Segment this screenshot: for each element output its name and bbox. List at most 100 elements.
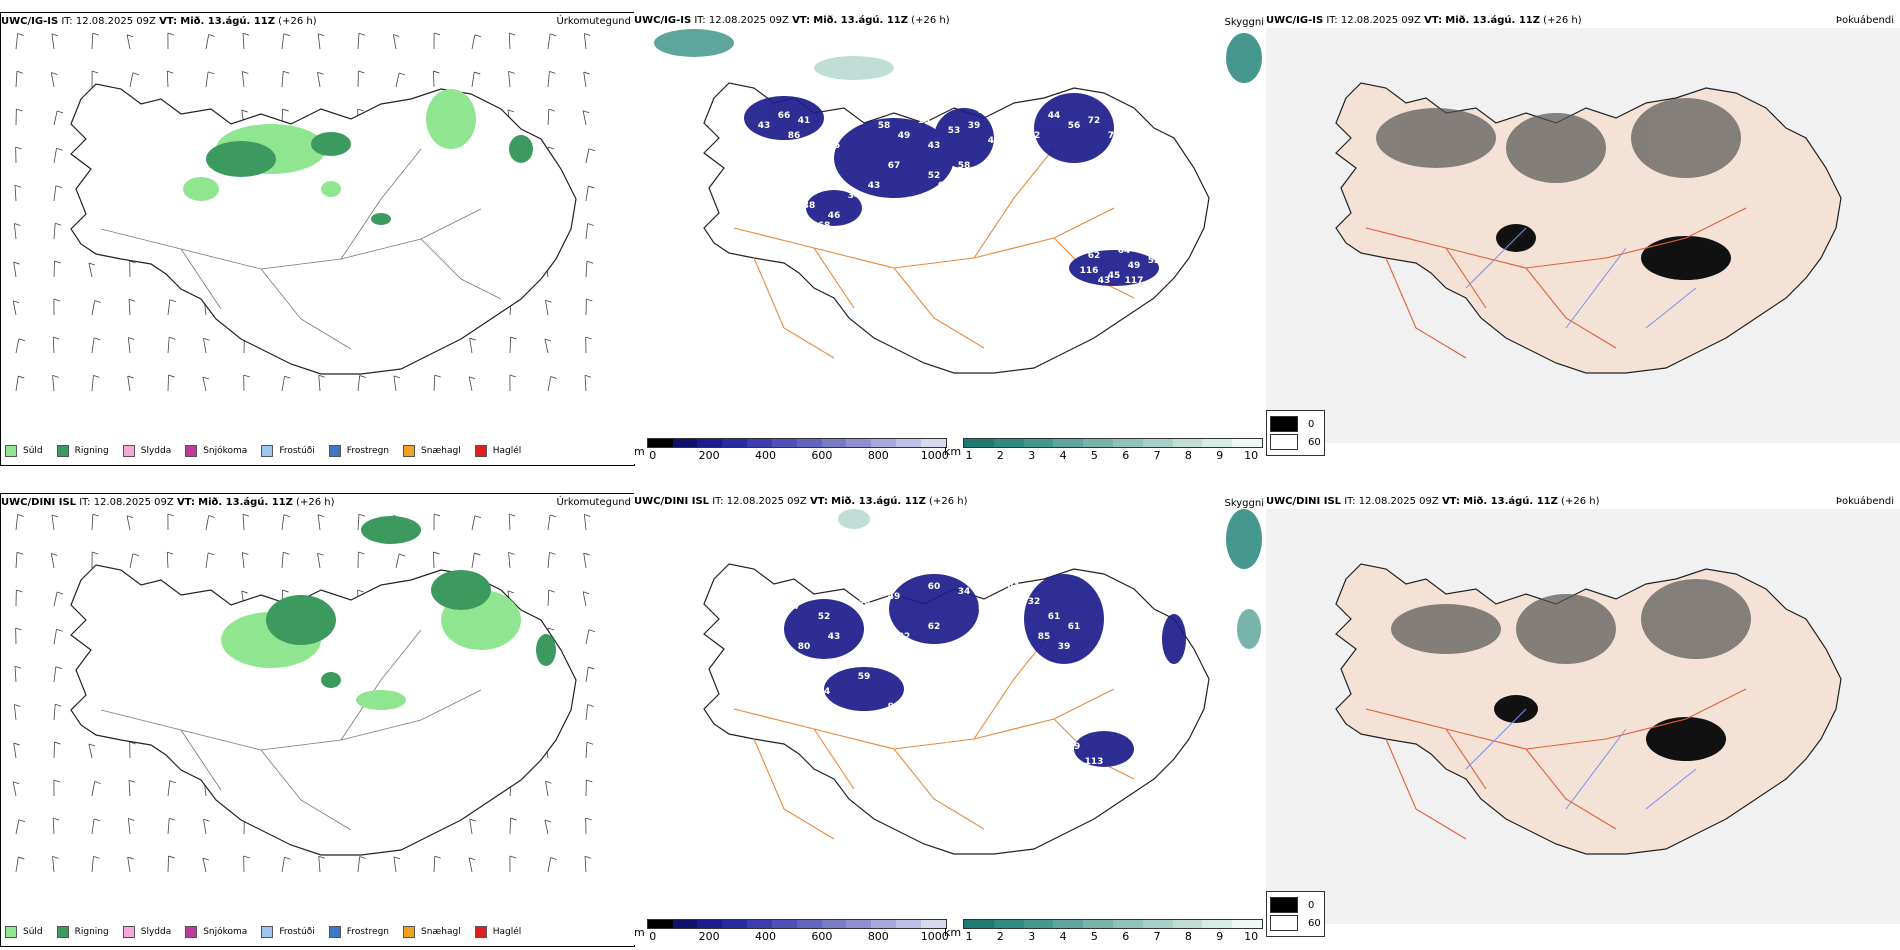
wind-barb (357, 375, 361, 392)
wind-barb-flag (398, 553, 406, 557)
legend-swatch (185, 445, 198, 457)
wind-barb (433, 552, 435, 569)
wind-barb (509, 818, 511, 835)
wind-barb (167, 856, 169, 873)
colorbar-segment (697, 920, 723, 928)
fog-map (1266, 509, 1900, 924)
cloud-base-label: 15 (748, 141, 761, 151)
wind-barb-flag (284, 375, 291, 379)
wind-barb-flag (317, 552, 324, 556)
wind-barb (52, 375, 55, 392)
wind-barb-flag (548, 108, 555, 112)
colorbar-segment (1113, 920, 1143, 928)
wind-barb (53, 666, 57, 683)
legend-item: Súld (5, 926, 43, 938)
fog-swatch (1270, 434, 1298, 450)
wind-barb (317, 553, 321, 569)
wind-barb (392, 34, 397, 50)
wind-barb-flag (582, 110, 590, 114)
wind-barb-flag (549, 552, 556, 555)
wind-barb (318, 856, 321, 873)
cloud-base-label: 43 (928, 141, 941, 151)
colorbar-tick: 200 (698, 930, 720, 943)
wind-barb-flag (393, 856, 401, 860)
wind-barb (241, 552, 245, 569)
cloud-base-label: 66 (778, 111, 791, 121)
colorbar-tick: 9 (1216, 930, 1224, 943)
wind-barb (281, 376, 285, 392)
panel-header: UWC/IG-IS IT: 12.08.2025 09Z VT: Mið. 13… (634, 15, 950, 26)
cloud-base-label: 52 (928, 171, 941, 181)
wind-barb (167, 818, 170, 835)
wind-barb (508, 552, 511, 569)
wind-barb-flag (241, 590, 248, 594)
wind-barb (91, 781, 96, 797)
fog-legend: 0 60 (1266, 891, 1325, 937)
wind-barb (509, 337, 511, 354)
colorbar-tick: 800 (867, 449, 889, 462)
cloud-base-label: 64 (1118, 246, 1131, 256)
wind-barb-flag (318, 33, 325, 37)
rain-areas (266, 516, 556, 688)
fog-haze (814, 56, 894, 80)
wind-barb (585, 223, 589, 240)
roads (733, 147, 1135, 359)
wind-barb-flag (282, 108, 289, 112)
wind-barb (14, 666, 17, 683)
wind-barb-flag (284, 856, 291, 860)
wind-barb (166, 71, 169, 88)
wind-barb (167, 375, 169, 392)
rivers (1465, 708, 1697, 810)
precip-legend: Súld Rigning Slydda Snjókoma Frostúði Fr… (5, 445, 535, 457)
panel-header: UWC/DINI ISL IT: 12.08.2025 09Z VT: Mið.… (634, 496, 968, 507)
colorbar-segment (1023, 439, 1054, 447)
panel-header: UWC/IG-IS IT: 12.08.2025 09Z VT: Mið. 13… (1266, 15, 1582, 26)
wind-barb (52, 337, 55, 354)
wind-barb-flag (434, 855, 441, 859)
cloud-base-label: 54 (978, 602, 991, 612)
colorbar-segment (747, 920, 772, 928)
wind-barb-flag (318, 374, 325, 378)
visibility-panel-row1: UWC/IG-IS IT: 12.08.2025 09Z VT: Mið. 13… (634, 12, 1266, 464)
legend-swatch (122, 926, 135, 938)
wind-barb-flag (203, 337, 210, 341)
wind-barb (205, 34, 210, 50)
wind-barb-flag (51, 33, 59, 37)
cloud-base-label: 47 (1028, 151, 1041, 161)
wind-barb-flag (208, 515, 215, 518)
colorbar-tick: 10 (1244, 930, 1259, 943)
colorbar-segment (1232, 920, 1263, 928)
wind-barb-flag (317, 71, 324, 75)
colorbar-unit: m (634, 926, 645, 939)
wind-barb-flag (54, 260, 61, 264)
wind-barb-flag (56, 628, 63, 632)
wind-barb-flag (468, 857, 476, 861)
colorbar-segment (920, 920, 946, 928)
colorbar-segment (796, 920, 822, 928)
wind-barb-flag (12, 781, 20, 785)
legend-swatch (403, 926, 416, 938)
wind-barb (547, 514, 551, 531)
colorbar-tick: 7 (1153, 449, 1161, 462)
wind-barb (547, 376, 552, 392)
colorbar-tick: 3 (1028, 449, 1036, 462)
visibility-colorbar: km 1 2 3 4 5 6 7 8 9 10 (944, 919, 1264, 943)
wind-barb-flag (433, 551, 440, 555)
fog-shading (1391, 579, 1751, 664)
cloud-base-label: 109 (1025, 732, 1044, 742)
colorbar-segment (1202, 920, 1233, 928)
wind-barb-flag (588, 148, 596, 152)
wind-barb-flag (167, 32, 175, 36)
wind-barb (88, 262, 93, 278)
wind-barb-flag (318, 855, 325, 859)
wind-barb (53, 185, 57, 202)
wind-barb (12, 300, 17, 316)
wind-barb (545, 781, 549, 797)
wind-barb-flag (15, 146, 22, 150)
precip-map (1, 29, 634, 444)
wind-barb-flag (584, 855, 592, 859)
wind-barb (167, 780, 171, 797)
wind-barb (53, 223, 56, 240)
wind-barb (585, 667, 589, 683)
cloud-base-label: 41 (798, 116, 811, 126)
